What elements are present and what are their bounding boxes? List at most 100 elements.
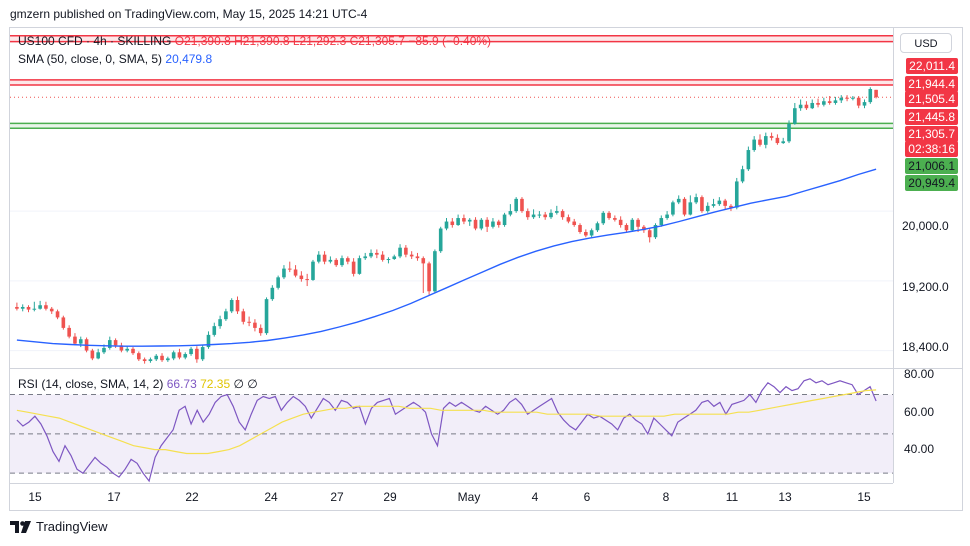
candle-body: [311, 261, 315, 280]
candle-body: [851, 97, 855, 99]
candle-body: [316, 254, 321, 262]
candle-body: [61, 317, 66, 328]
candle-body: [676, 198, 681, 203]
candle-body: [166, 358, 170, 361]
candle-body: [38, 305, 42, 309]
candle-body: [113, 340, 118, 346]
candle-body: [200, 347, 205, 360]
candle-body: [467, 219, 472, 222]
price-label-last: 21,305.7: [905, 126, 958, 142]
candle-body: [224, 311, 228, 320]
rsi-legend[interactable]: RSI (14, close, SMA, 14, 2) 66.73 72.35 …: [18, 377, 258, 391]
candle-body: [682, 198, 687, 215]
candle-body: [520, 198, 524, 212]
candle-body: [502, 214, 507, 226]
candle-body: [647, 230, 652, 238]
candle-body: [49, 308, 54, 312]
candle-body: [804, 104, 809, 109]
candle-body: [537, 214, 542, 216]
candle-body: [775, 137, 780, 144]
candle-body: [44, 305, 48, 309]
candle-body: [845, 97, 849, 99]
candle-body: [241, 311, 246, 322]
candle-body: [618, 219, 623, 226]
candle-body: [415, 256, 420, 259]
candle-body: [508, 211, 513, 215]
candle-body: [229, 300, 234, 312]
sma-legend[interactable]: SMA (50, close, 0, SMA, 5) 20,479.8: [18, 52, 212, 66]
candle-body: [293, 269, 298, 276]
candle-body: [212, 326, 217, 335]
tradingview-brand[interactable]: TradingView: [10, 519, 108, 534]
candle-body: [73, 336, 77, 344]
legend-close: C21,305.7: [349, 34, 405, 48]
candle-body: [746, 150, 751, 170]
tradingview-logo-icon: [10, 520, 31, 533]
candle-body: [694, 197, 698, 203]
rsi-legend-extra1: ∅: [233, 377, 244, 391]
price-label-support: 20,949.4: [905, 175, 958, 191]
legend-high: H21,390.8: [234, 34, 290, 48]
candle-body: [450, 221, 455, 226]
time-tick-label: 22: [185, 490, 199, 504]
candle-body: [206, 334, 211, 348]
sma-series: [16, 168, 877, 347]
price-grid: [10, 210, 893, 352]
rsi-line: [16, 378, 877, 483]
candle-body: [258, 327, 263, 334]
candle-body: [154, 355, 159, 360]
candle-body: [270, 287, 275, 300]
price-label-resist: 21,505.4: [905, 91, 958, 107]
legend-symbol[interactable]: US100 CFD · 4h · SKILLING: [18, 34, 172, 48]
candle-body: [462, 218, 466, 222]
candle-body: [218, 319, 222, 327]
candle-body: [705, 205, 710, 212]
candle-body: [351, 261, 356, 274]
candle-body: [566, 217, 571, 222]
candle-body: [125, 348, 130, 351]
price-tick-label: 19,200.0: [902, 280, 949, 294]
candle-body: [305, 279, 309, 281]
time-axis[interactable]: 15 17 22 24 27 29 May 4 6 8 11 13 15: [10, 483, 893, 510]
candle-body: [496, 221, 501, 226]
panel-separator: [10, 368, 962, 369]
candle-body: [235, 300, 240, 312]
candle-body: [386, 259, 391, 261]
main-legend: US100 CFD · 4h · SKILLING O21,390.8 H21,…: [18, 34, 491, 48]
candle-body: [636, 219, 640, 227]
rsi-panel[interactable]: [10, 369, 893, 483]
legend-open: O21,390.8: [174, 34, 231, 48]
candle-body: [543, 214, 547, 218]
candle-body: [839, 97, 844, 101]
candle-body: [119, 345, 124, 351]
candle-body: [369, 252, 373, 257]
candle-body: [833, 100, 838, 103]
candle-body: [787, 123, 791, 142]
candle-body: [734, 181, 739, 208]
candle-body: [171, 352, 176, 359]
chart-frame: [9, 27, 963, 511]
currency-button[interactable]: USD: [900, 33, 952, 53]
time-tick-label: 4: [531, 490, 539, 504]
candle-body: [671, 202, 675, 215]
candle-body: [299, 275, 304, 280]
price-label-resist: 21,445.8: [905, 109, 958, 125]
candle-body: [601, 212, 606, 224]
time-tick-label: 15: [857, 490, 871, 504]
price-axis[interactable]: USD 22,011.4 21,944.4 21,505.4 21,445.8 21,3…: [893, 28, 962, 483]
candle-body: [67, 327, 71, 337]
candle-body: [624, 225, 629, 231]
candle-body: [642, 226, 646, 231]
candle-body: [375, 252, 379, 255]
candle-body: [862, 102, 867, 106]
rsi-band-background: [10, 394, 893, 474]
candle-body: [763, 136, 768, 145]
candle-body: [363, 256, 368, 259]
candle-body: [752, 139, 756, 151]
price-panel[interactable]: [10, 28, 893, 368]
candle-body: [357, 258, 362, 274]
resistance-zone: [10, 79, 893, 86]
candle-body: [578, 225, 582, 232]
candle-body: [195, 348, 199, 360]
candle-body: [485, 219, 489, 227]
